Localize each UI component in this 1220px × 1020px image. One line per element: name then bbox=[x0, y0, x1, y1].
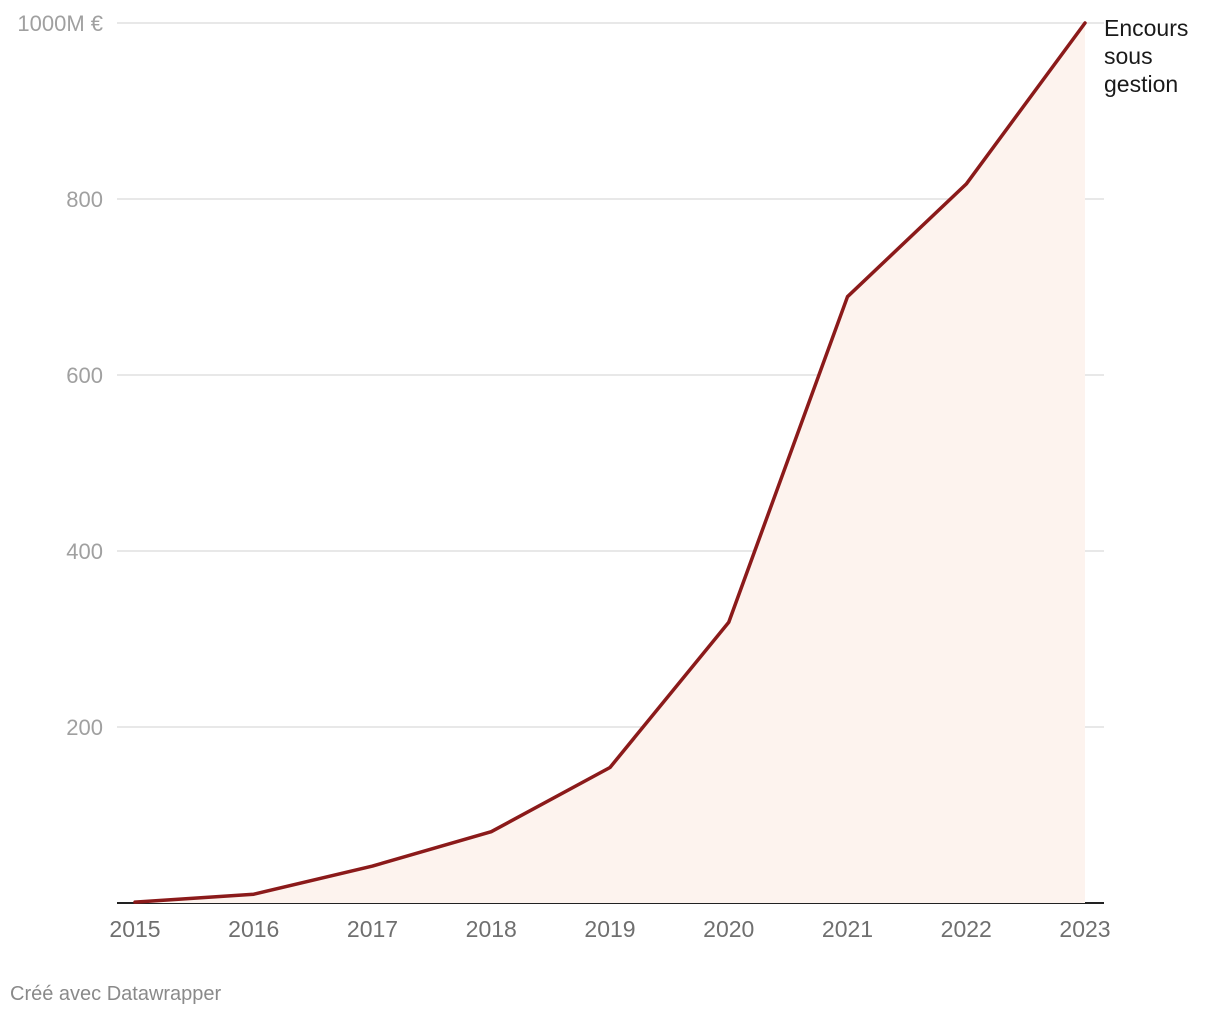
x-tick-label-2016: 2016 bbox=[228, 916, 279, 942]
x-tick-label-2020: 2020 bbox=[703, 916, 754, 942]
series-area bbox=[135, 23, 1085, 903]
line-layer bbox=[133, 21, 1087, 904]
x-tick-label-2019: 2019 bbox=[584, 916, 635, 942]
x-tick-label-2021: 2021 bbox=[822, 916, 873, 942]
y-axis: 200 400 600 800 1000M € bbox=[17, 11, 103, 740]
series-label-line-1: Encours bbox=[1104, 15, 1188, 41]
line-area-chart: 200 400 600 800 1000M € 2015 2016 2017 2018 2019… bbox=[17, 11, 1188, 942]
x-tick-label-2022: 2022 bbox=[941, 916, 992, 942]
x-tick-label-2023: 2023 bbox=[1059, 916, 1110, 942]
x-tick-label-2015: 2015 bbox=[109, 916, 160, 942]
series-label-line-2: sous bbox=[1104, 43, 1153, 69]
area-layer bbox=[135, 23, 1085, 903]
y-tick-label-800: 800 bbox=[66, 187, 103, 212]
x-axis: 2015 2016 2017 2018 2019 2020 2021 2022 2023 bbox=[109, 916, 1110, 942]
x-tick-label-2018: 2018 bbox=[466, 916, 517, 942]
series-line bbox=[133, 21, 1087, 904]
y-tick-label-600: 600 bbox=[66, 363, 103, 388]
chart-credit: Créé avec Datawrapper bbox=[10, 983, 222, 1005]
x-tick-label-2017: 2017 bbox=[347, 916, 398, 942]
y-tick-label-1000: 1000M € bbox=[17, 11, 103, 36]
series-label-line-3: gestion bbox=[1104, 71, 1178, 97]
y-tick-label-400: 400 bbox=[66, 539, 103, 564]
y-tick-label-200: 200 bbox=[66, 715, 103, 740]
